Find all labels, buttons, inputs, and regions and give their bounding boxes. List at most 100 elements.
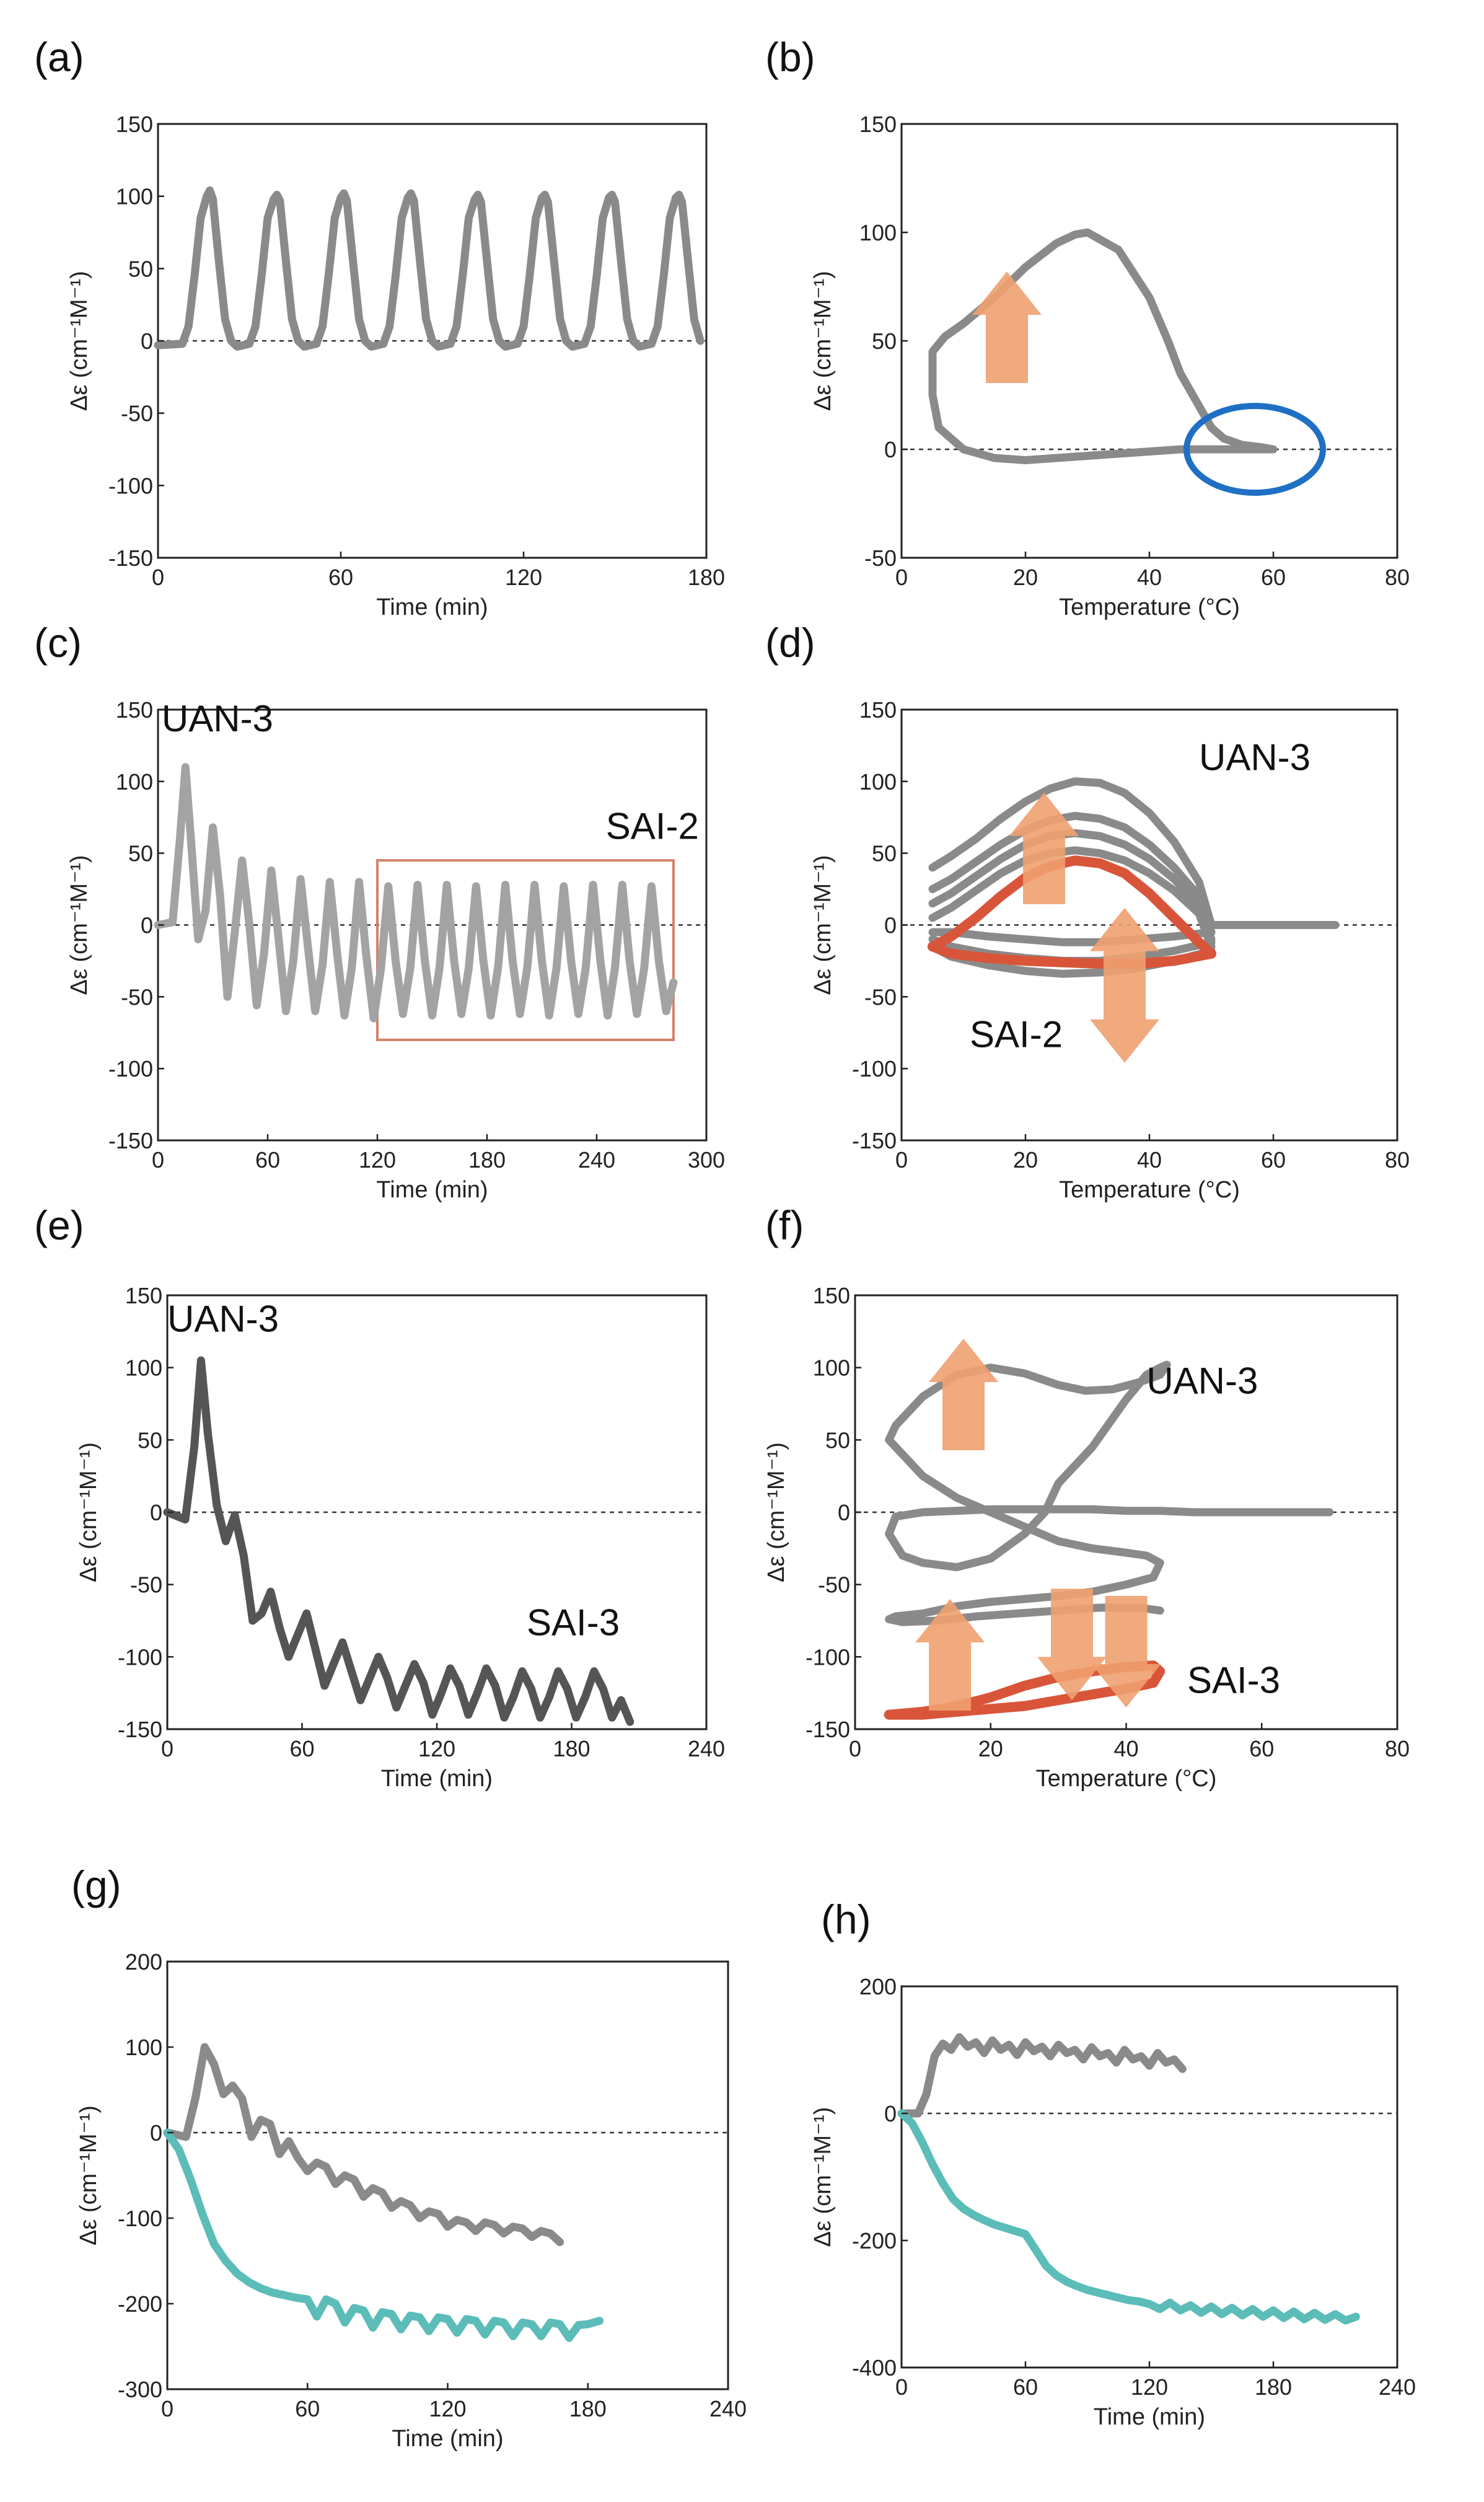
series-line-teal bbox=[163, 2128, 604, 2342]
y-tick-label: 50 bbox=[138, 1427, 162, 1453]
y-tick-label: -200 bbox=[852, 2228, 897, 2253]
y-axis-title: Δε (cm⁻¹M⁻¹) bbox=[66, 855, 92, 995]
y-tick-label: -100 bbox=[118, 2206, 162, 2231]
arrow-up-indicator bbox=[972, 271, 1042, 383]
y-tick-label: 0 bbox=[141, 913, 153, 938]
panel-label: (c) bbox=[34, 620, 82, 666]
y-tick-label: 50 bbox=[128, 256, 153, 281]
x-tick-label: 60 bbox=[255, 1147, 280, 1173]
chart-panel-6: (f) 0 20 40 60 80 -150 -100 -50 0 50 100 150 Temperat… bbox=[763, 1202, 1410, 1792]
y-tick-label: -150 bbox=[118, 1717, 162, 1742]
y-tick-label: 0 bbox=[150, 2120, 162, 2146]
series-line-teal bbox=[897, 2109, 1360, 2325]
y-tick-label: -50 bbox=[121, 984, 153, 1010]
x-tick-label: 180 bbox=[688, 565, 725, 590]
y-tick-label: 0 bbox=[838, 1500, 850, 1525]
x-tick-label: 0 bbox=[152, 565, 164, 590]
y-tick-label: -50 bbox=[864, 984, 897, 1010]
y-tick-label: -100 bbox=[108, 1056, 153, 1081]
highlight-circle bbox=[1183, 403, 1326, 496]
y-tick-label: -50 bbox=[121, 401, 153, 426]
x-tick-label: 240 bbox=[578, 1147, 615, 1173]
x-tick-label: 40 bbox=[1137, 1147, 1162, 1173]
arrow-up-indicator bbox=[1009, 792, 1079, 904]
x-tick-label: 180 bbox=[569, 2396, 607, 2421]
series-line-cycles bbox=[154, 186, 705, 351]
x-tick-label: 0 bbox=[849, 1736, 861, 1761]
panel-label: (a) bbox=[34, 34, 84, 80]
x-tick-label: 0 bbox=[152, 1147, 164, 1173]
x-tick-label: 80 bbox=[1385, 565, 1410, 590]
x-axis-title: Time (min) bbox=[1094, 2404, 1205, 2430]
series-line-loop bbox=[928, 228, 1278, 464]
series-line-gray bbox=[163, 2043, 564, 2247]
x-tick-label: 180 bbox=[553, 1736, 590, 1761]
x-tick-label: 0 bbox=[895, 1147, 908, 1173]
series-annotation-label: UAN-3 bbox=[162, 698, 273, 739]
x-axis-title: Temperature (°C) bbox=[1036, 1766, 1217, 1792]
arrow-both-indicator bbox=[1090, 907, 1159, 1063]
y-tick-label: 0 bbox=[141, 328, 153, 354]
y-tick-label: 200 bbox=[125, 1949, 162, 1975]
x-tick-label: 60 bbox=[1261, 565, 1286, 590]
y-axis-title: Δε (cm⁻¹M⁻¹) bbox=[76, 2105, 102, 2245]
chart-panel-1: (a) 0 60 120 180 -150 -100 -50 0 50 100 150 Time (mi… bbox=[34, 34, 725, 620]
y-tick-label: 0 bbox=[884, 437, 897, 462]
x-axis-title: Temperature (°C) bbox=[1059, 1177, 1240, 1203]
x-tick-label: 60 bbox=[1261, 1147, 1286, 1173]
y-tick-label: 150 bbox=[859, 112, 897, 137]
series-annotation-label: SAI-2 bbox=[606, 806, 699, 847]
y-tick-label: -150 bbox=[852, 1128, 897, 1153]
x-tick-label: 20 bbox=[1013, 565, 1038, 590]
series-line-sai-2-heat bbox=[928, 855, 1216, 959]
series-annotation-label: UAN-3 bbox=[167, 1298, 279, 1339]
x-tick-label: 80 bbox=[1385, 1147, 1410, 1173]
x-tick-label: 60 bbox=[295, 2396, 320, 2421]
y-tick-label: -150 bbox=[108, 545, 153, 571]
panel-label: (b) bbox=[765, 34, 815, 80]
y-axis-title: Δε (cm⁻¹M⁻¹) bbox=[810, 271, 836, 411]
y-axis-title: Δε (cm⁻¹M⁻¹) bbox=[810, 855, 836, 995]
y-axis-title: Δε (cm⁻¹M⁻¹) bbox=[66, 271, 92, 411]
y-tick-label: 100 bbox=[125, 1355, 162, 1381]
arrow-up-indicator bbox=[915, 1599, 985, 1711]
y-tick-label: 50 bbox=[872, 328, 897, 354]
y-tick-label: 100 bbox=[125, 2035, 162, 2060]
x-tick-label: 240 bbox=[1379, 2374, 1416, 2400]
y-tick-label: 150 bbox=[125, 1283, 162, 1308]
y-tick-label: -100 bbox=[118, 1644, 162, 1670]
y-tick-label: -100 bbox=[108, 473, 153, 498]
x-tick-label: 120 bbox=[359, 1147, 396, 1173]
y-axis-title: Δε (cm⁻¹M⁻¹) bbox=[763, 1442, 789, 1582]
y-tick-label: -50 bbox=[818, 1572, 850, 1598]
arrow-down-indicator bbox=[1037, 1588, 1107, 1701]
x-tick-label: 80 bbox=[1385, 1736, 1410, 1761]
y-tick-label: 100 bbox=[116, 184, 153, 209]
series-line-heat-4 bbox=[928, 846, 1216, 951]
series-line-heat-1 bbox=[928, 777, 1216, 929]
panel-label: (h) bbox=[821, 1896, 871, 1942]
y-tick-label: 50 bbox=[825, 1427, 850, 1453]
series-line-cycles bbox=[163, 1356, 634, 1726]
series-annotation-label: SAI-3 bbox=[1187, 1660, 1280, 1701]
series-annotation-label: UAN-3 bbox=[1146, 1360, 1258, 1402]
x-axis-title: Time (min) bbox=[376, 1177, 488, 1203]
y-tick-label: 100 bbox=[813, 1355, 850, 1381]
plot-frame bbox=[900, 123, 1398, 559]
y-tick-label: -100 bbox=[806, 1644, 850, 1670]
y-tick-label: 50 bbox=[128, 841, 153, 866]
panel-label: (e) bbox=[34, 1202, 84, 1248]
arrow-down-indicator bbox=[1091, 1596, 1161, 1707]
series-line-heat-2 bbox=[928, 811, 1216, 936]
y-tick-label: -150 bbox=[806, 1717, 850, 1742]
x-tick-label: 20 bbox=[978, 1736, 1003, 1761]
x-axis-title: Time (min) bbox=[392, 2426, 503, 2452]
y-tick-label: 100 bbox=[859, 220, 897, 245]
chart-panel-8: (h) 0 60 120 180 240 -400 -200 0 200 Time (min) Δε … bbox=[810, 1896, 1416, 2430]
x-tick-label: 40 bbox=[1137, 565, 1162, 590]
y-tick-label: 200 bbox=[859, 1974, 897, 1999]
x-axis-title: Temperature (°C) bbox=[1059, 594, 1240, 620]
y-axis-title: Δε (cm⁻¹M⁻¹) bbox=[810, 2107, 836, 2247]
